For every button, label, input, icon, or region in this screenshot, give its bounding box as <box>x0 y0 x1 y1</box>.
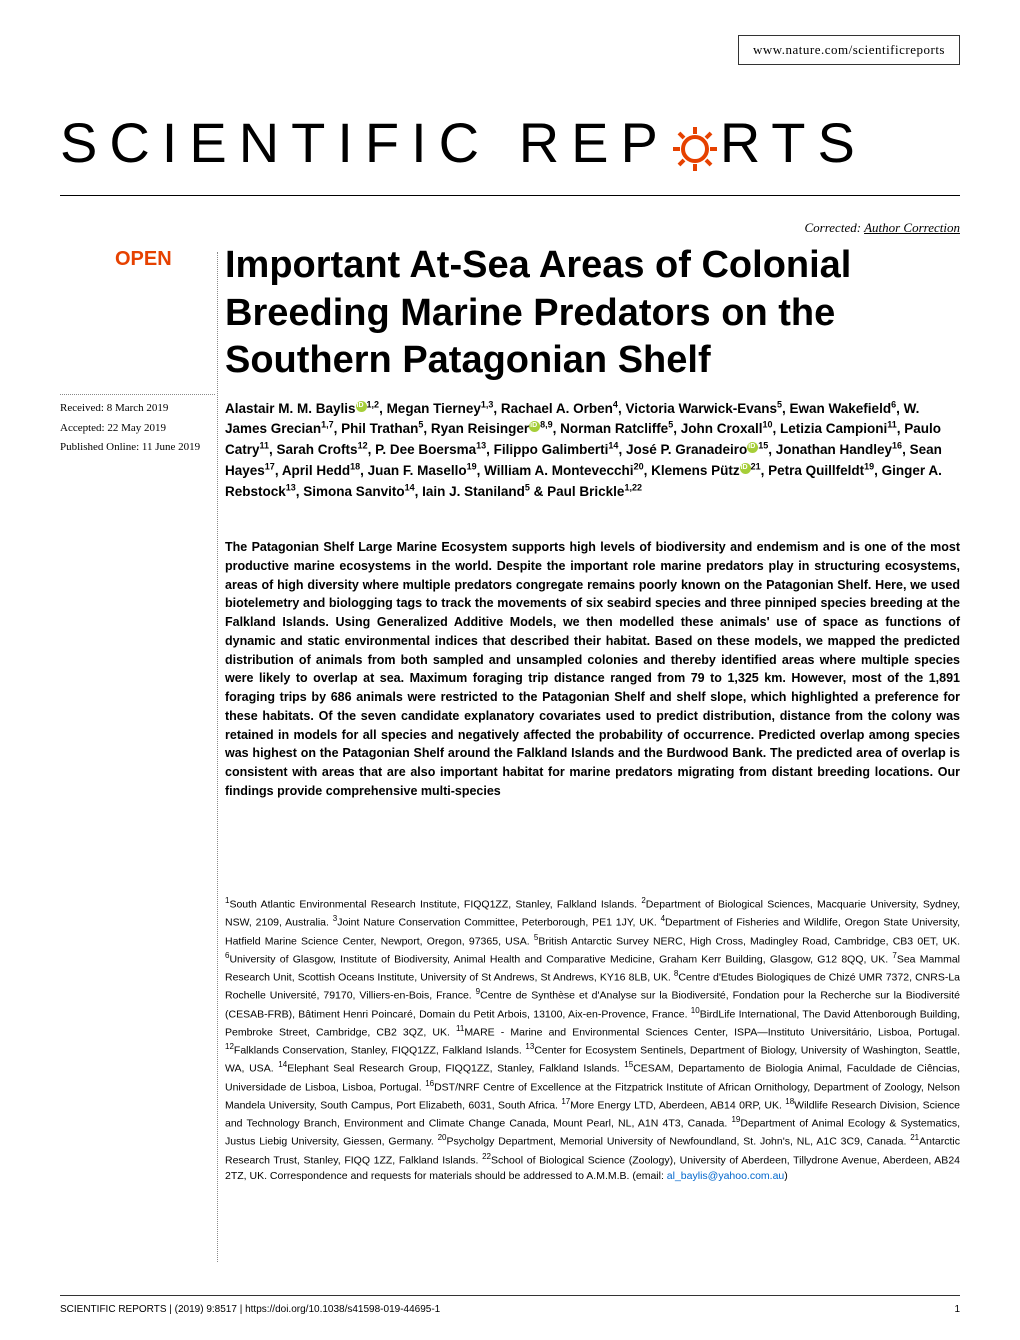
correction-notice: Corrected: Author Correction <box>804 220 960 236</box>
logo-text-after: RTS <box>720 111 867 174</box>
published-date: Published Online: 11 June 2019 <box>60 439 210 457</box>
affiliations: 1South Atlantic Environmental Research I… <box>225 895 960 1185</box>
correction-link[interactable]: Author Correction <box>864 220 960 235</box>
header-url[interactable]: www.nature.com/scientificreports <box>738 35 960 65</box>
meta-divider <box>60 394 215 395</box>
received-date: Received: 8 March 2019 <box>60 400 210 418</box>
authors-list: Alastair M. M. Baylis1,2, Megan Tierney1… <box>225 398 960 502</box>
open-access-badge: OPEN <box>115 248 172 271</box>
correction-prefix: Corrected: <box>804 220 864 235</box>
divider <box>60 195 960 196</box>
logo-text-mid: REP <box>519 111 670 174</box>
accepted-date: Accepted: 22 May 2019 <box>60 420 210 438</box>
logo-text-before: SCIENTIFIC <box>60 111 519 174</box>
journal-logo: SCIENTIFIC REP RTS <box>60 110 867 175</box>
footer-citation: SCIENTIFIC REPORTS | (2019) 9:8517 | htt… <box>60 1304 440 1315</box>
abstract: The Patagonian Shelf Large Marine Ecosys… <box>225 538 960 801</box>
footer: SCIENTIFIC REPORTS | (2019) 9:8517 | htt… <box>60 1295 960 1315</box>
page-number: 1 <box>954 1304 960 1315</box>
article-meta: Received: 8 March 2019 Accepted: 22 May … <box>60 400 210 459</box>
vertical-divider <box>217 252 218 1262</box>
article-title: Important At-Sea Areas of Colonial Breed… <box>225 242 960 385</box>
gear-icon <box>670 122 720 172</box>
